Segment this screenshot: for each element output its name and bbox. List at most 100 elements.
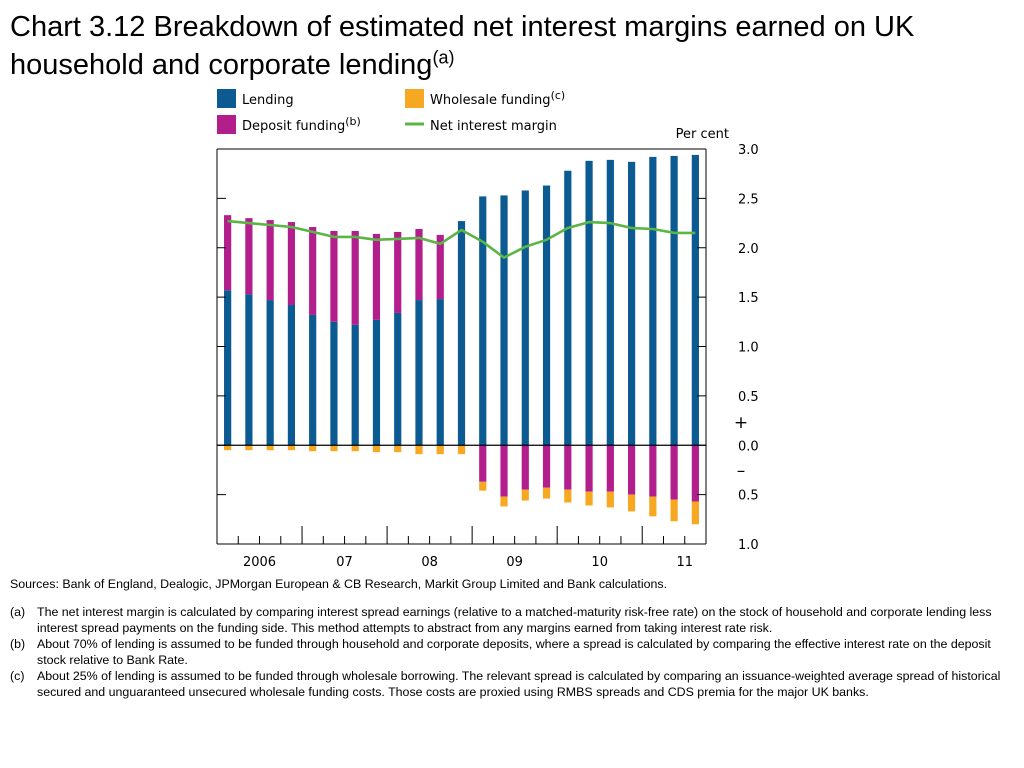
bar-deposit-funding: [479, 445, 487, 482]
bar-lending: [479, 196, 487, 446]
chart-title: Chart 3.12 Breakdown of estimated net in…: [10, 8, 1010, 84]
legend-item: Deposit funding(b): [217, 115, 361, 134]
positive-sign: +: [734, 413, 748, 433]
legend-label: Net interest margin: [430, 119, 557, 134]
bar-lending: [500, 195, 508, 446]
bar-lending: [542, 185, 551, 446]
x-tick-label: 09: [506, 555, 523, 570]
bar-wholesale-funding: [606, 491, 614, 508]
bar-deposit-funding: [627, 445, 636, 495]
legend-label-footnote-ref: (c): [551, 89, 566, 102]
bar-deposit-funding: [245, 218, 253, 295]
bar-wholesale-funding: [224, 445, 232, 451]
bar-wholesale-funding: [457, 445, 466, 455]
bar-wholesale-funding: [394, 445, 402, 453]
bar-deposit-funding: [309, 227, 317, 315]
bar-wholesale-funding: [266, 445, 274, 451]
bar-wholesale-funding: [564, 489, 572, 503]
y-tick-label: 2.5: [738, 192, 759, 207]
bar-deposit-funding: [224, 215, 232, 291]
legend-label-text: Lending: [242, 93, 294, 108]
chart-axes: 3.0 2.5 2.0 1.5 1.0 0.5 0.0 0.5 1.0 Per cent + – 200…: [216, 127, 759, 570]
legend-swatch: [217, 89, 236, 108]
bar-wholesale-funding: [585, 491, 593, 506]
bar-deposit-funding: [330, 230, 338, 322]
bar-deposit-funding: [606, 445, 614, 492]
x-tick-label: 08: [421, 555, 438, 570]
footnote: (b) About 70% of lending is assumed to be…: [10, 636, 1015, 668]
x-tick-label: 2006: [243, 555, 276, 570]
legend-item: Lending: [217, 89, 294, 108]
bar-wholesale-funding: [521, 489, 529, 501]
x-tick-label: 07: [336, 555, 353, 570]
y-tick-label: 3.0: [738, 143, 759, 158]
legend-item: Wholesale funding(c): [405, 89, 565, 108]
bar-deposit-funding: [351, 230, 359, 325]
footnote-text: About 25% of lending is assumed to be fu…: [37, 669, 1001, 699]
chart-title-footnote-ref: (a): [432, 47, 455, 68]
bar-lending: [372, 319, 381, 446]
bar-wholesale-funding: [479, 481, 487, 491]
legend-item: Net interest margin: [405, 119, 557, 134]
bar-deposit-funding: [372, 233, 381, 320]
footnote-text: About 70% of lending is assumed to be fu…: [37, 637, 991, 667]
unit-label: Per cent: [676, 127, 729, 142]
bar-deposit-funding: [266, 220, 274, 301]
bar-lending: [245, 294, 253, 446]
bar-lending: [457, 221, 466, 446]
x-tick-label: 11: [676, 555, 693, 570]
bar-wholesale-funding: [436, 445, 444, 455]
bar-lending: [394, 312, 402, 446]
bar-lending: [649, 156, 657, 446]
bar-wholesale-funding: [649, 496, 657, 517]
bar-deposit-funding: [394, 231, 402, 313]
footnote-mark: (c): [10, 669, 25, 683]
negative-sign: –: [737, 461, 746, 481]
legend-label: Lending: [242, 93, 294, 108]
bar-wholesale-funding: [670, 499, 678, 522]
bar-wholesale-funding: [691, 501, 699, 525]
bar-lending: [415, 300, 423, 446]
y-tick-label: 0.0: [738, 439, 759, 454]
x-tick-label: 10: [591, 555, 608, 570]
footnotes-list: (a) The net interest margin is calculated…: [10, 604, 1015, 700]
bar-wholesale-funding: [372, 445, 381, 453]
sources-note: Sources: Bank of England, Dealogic, JPMo…: [10, 577, 668, 591]
footnote: (c) About 25% of lending is assumed to be…: [10, 668, 1015, 700]
y-tick-label: 0.5: [738, 390, 759, 405]
footnote: (a) The net interest margin is calculated…: [10, 604, 1015, 636]
footnote-mark: (b): [10, 637, 26, 651]
legend-label: Deposit funding(b): [242, 115, 361, 134]
bar-deposit-funding: [500, 445, 508, 497]
footnote-text: The net interest margin is calculated by…: [37, 605, 992, 635]
bar-lending: [606, 159, 614, 446]
bar-wholesale-funding: [351, 445, 359, 452]
y-tick-label: 1.0: [738, 341, 759, 356]
bar-wholesale-funding: [245, 445, 253, 451]
bar-deposit-funding: [585, 445, 593, 492]
bar-lending: [627, 161, 636, 446]
bar-lending: [564, 170, 572, 446]
bar-lending: [266, 300, 274, 446]
bar-lending: [670, 155, 678, 446]
bar-deposit-funding: [521, 445, 529, 490]
bar-lending: [309, 314, 317, 446]
bar-wholesale-funding: [627, 494, 636, 512]
legend-swatch: [217, 115, 236, 134]
bar-deposit-funding: [670, 445, 678, 500]
bar-deposit-funding: [691, 445, 699, 502]
footnote-mark: (a): [10, 605, 26, 619]
legend-label-footnote-ref: (b): [345, 115, 361, 128]
y-tick-label: 0.5: [738, 489, 759, 504]
bar-lending: [330, 321, 338, 446]
chart-title-text: Chart 3.12 Breakdown of estimated net in…: [10, 11, 915, 81]
legend-label-text: Deposit funding: [242, 119, 345, 134]
bar-wholesale-funding: [542, 487, 551, 499]
legend-label-text: Wholesale funding: [430, 93, 551, 108]
legend-label: Wholesale funding(c): [430, 89, 565, 108]
bar-wholesale-funding: [500, 496, 508, 507]
bar-deposit-funding: [287, 222, 296, 306]
chart-legend: Lending Deposit funding(b) Wholesale fundi…: [217, 89, 565, 134]
bar-deposit-funding: [649, 445, 657, 497]
bar-lending: [436, 299, 444, 446]
